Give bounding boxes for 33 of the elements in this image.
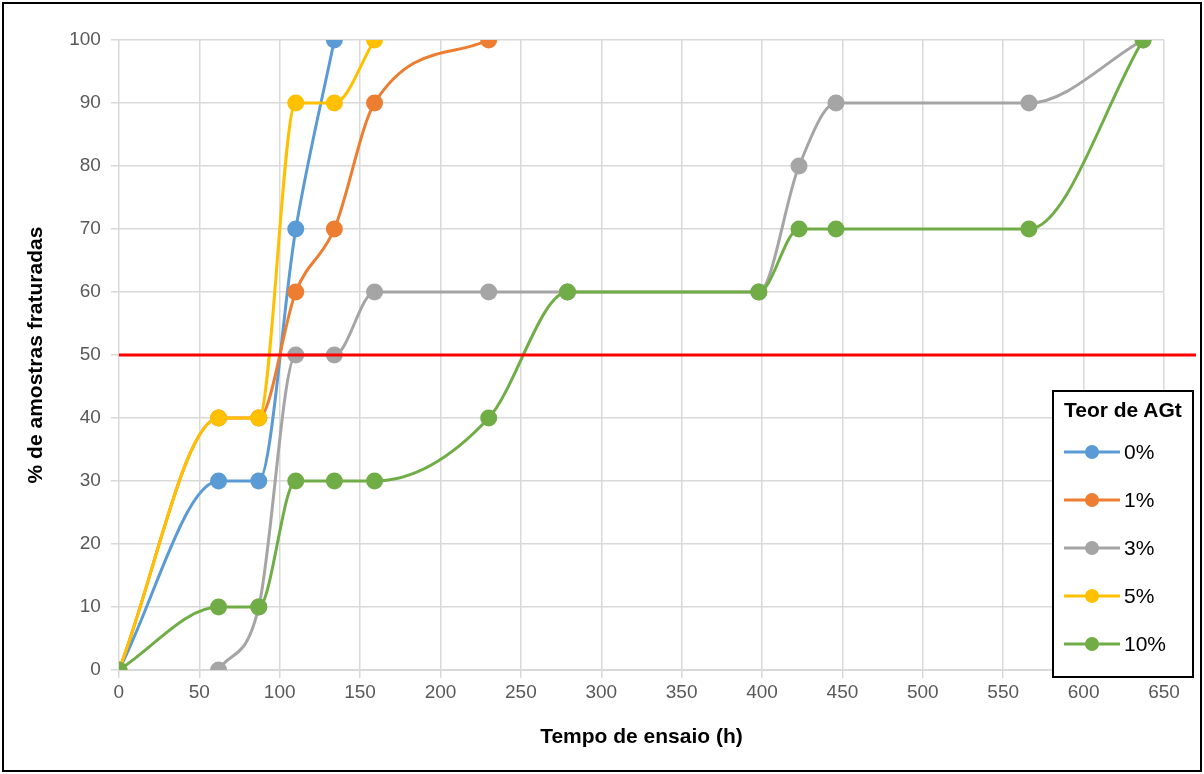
legend-label: 0% xyxy=(1124,440,1155,464)
y-axis-title: % de amostras fraturadas xyxy=(23,226,47,484)
x-tick-label: 150 xyxy=(344,680,376,702)
x-tick-label: 600 xyxy=(1067,680,1100,702)
legend-title: Teor de AGt xyxy=(1064,398,1182,422)
x-tick-label: 450 xyxy=(826,680,859,702)
y-tick-label: 80 xyxy=(79,154,101,176)
y-tick-label: 10 xyxy=(79,595,101,617)
x-tick-label: 350 xyxy=(665,680,698,702)
legend-label: 1% xyxy=(1124,488,1155,512)
y-tick-label: 100 xyxy=(69,28,101,50)
x-tick-label: 500 xyxy=(906,680,939,702)
y-tick-label: 0 xyxy=(90,658,101,680)
legend-label: 5% xyxy=(1124,584,1155,608)
x-tick-label: 200 xyxy=(424,680,457,702)
legend-label: 3% xyxy=(1124,536,1155,560)
x-tick-label: 650 xyxy=(1148,680,1180,702)
y-tick-label: 50 xyxy=(79,343,101,365)
y-tick-label: 70 xyxy=(79,217,101,239)
y-tick-label: 30 xyxy=(79,469,101,491)
y-tick-label: 90 xyxy=(79,91,101,113)
x-axis-title: Tempo de ensaio (h) xyxy=(540,724,743,748)
y-tick-label: 40 xyxy=(79,406,101,428)
x-tick-label: 250 xyxy=(505,680,537,702)
x-tick-label: 0 xyxy=(113,680,125,702)
y-tick-label: 20 xyxy=(79,532,101,554)
legend-label: 10% xyxy=(1124,632,1167,656)
x-tick-label: 400 xyxy=(746,680,778,702)
x-tick-label: 300 xyxy=(585,680,618,702)
x-tick-label: 100 xyxy=(263,680,296,702)
x-tick-label: 50 xyxy=(188,680,210,702)
y-tick-label: 60 xyxy=(79,280,101,302)
x-tick-label: 550 xyxy=(987,680,1020,702)
